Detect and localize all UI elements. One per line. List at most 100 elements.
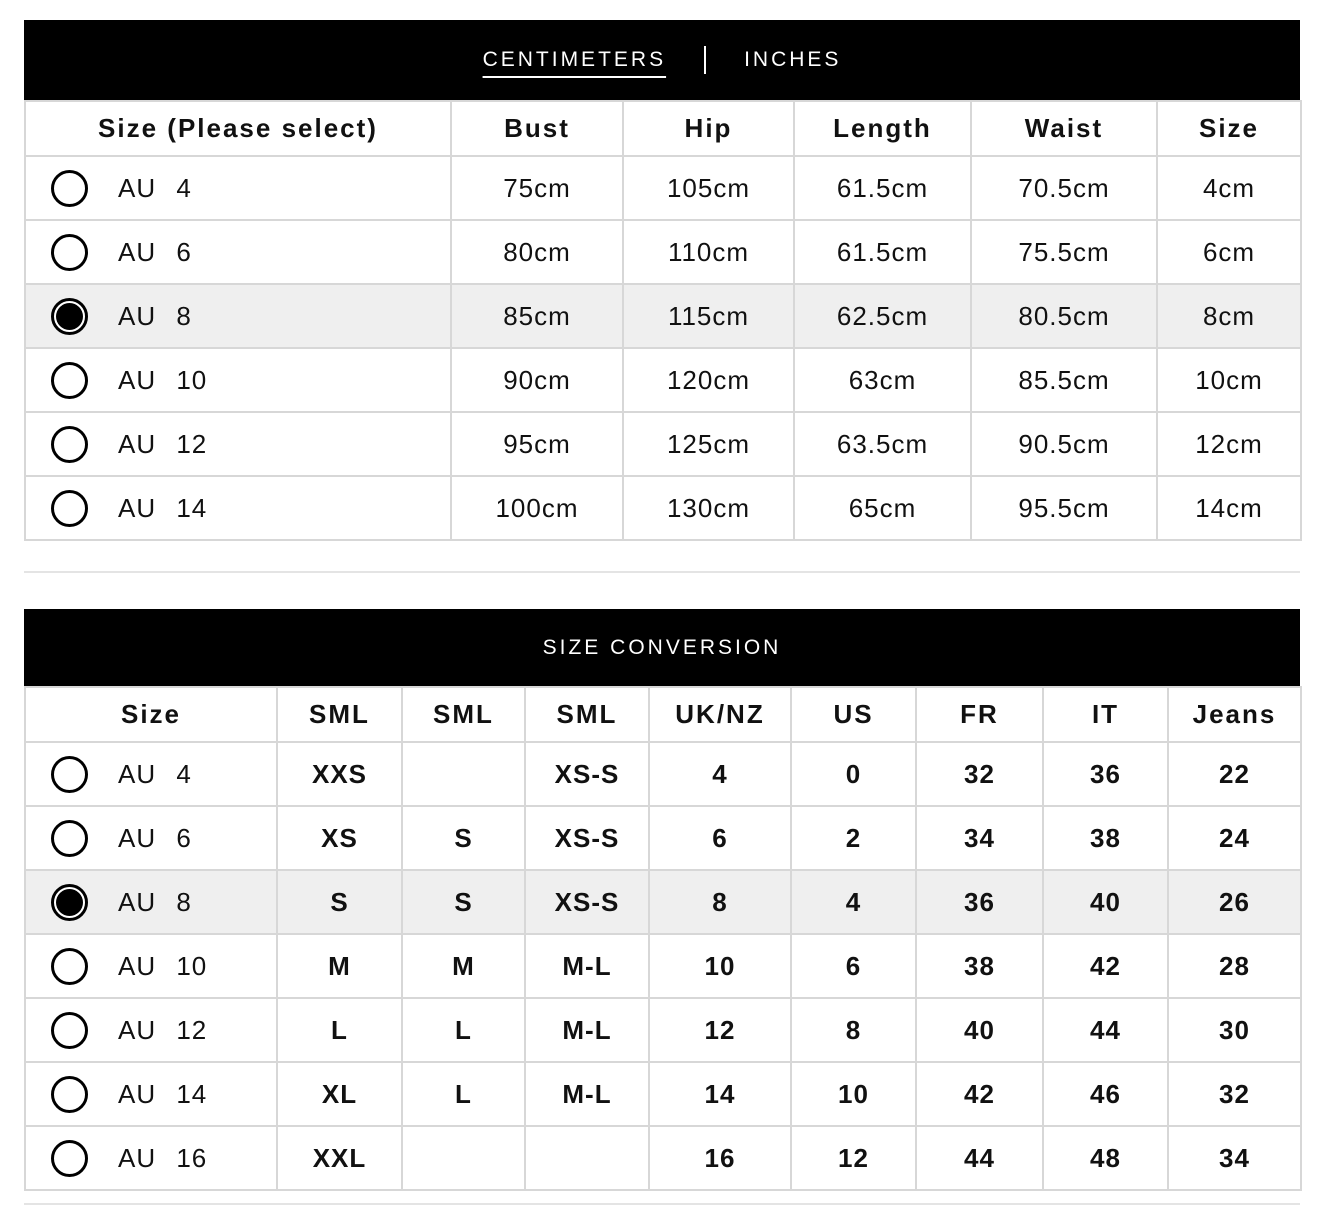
value-cell: 65cm — [793, 475, 972, 541]
value-cell: 110cm — [622, 219, 795, 285]
row-label: AU 12 — [118, 428, 208, 459]
value-cell: 26 — [1167, 869, 1302, 935]
row-label: AU 6 — [118, 822, 192, 853]
radio-au-14[interactable] — [51, 489, 88, 527]
conversion-table: Size SML SML SML UK/NZ US FR IT Jeans AU 4 XXS XS-S… — [24, 686, 1302, 1191]
radio-au-16[interactable] — [51, 1139, 88, 1177]
radio-au-10[interactable] — [51, 361, 88, 399]
value-cell: 16 — [648, 1125, 792, 1191]
column-header: SML — [401, 686, 526, 743]
value-cell: 4 — [648, 741, 792, 807]
value-cell: S — [401, 869, 526, 935]
value-cell: 0 — [790, 741, 917, 807]
unit-toggle-bar: CENTIMETERS INCHES — [24, 20, 1300, 100]
value-cell: 8cm — [1156, 283, 1302, 349]
conversion-title-bar: SIZE CONVERSION — [24, 609, 1300, 686]
radio-au-8[interactable] — [51, 883, 88, 921]
value-cell: XXL — [276, 1125, 403, 1191]
radio-au-6[interactable] — [51, 233, 88, 271]
size-select-cell[interactable]: AU 12 — [24, 411, 452, 477]
value-cell: 100cm — [450, 475, 624, 541]
column-header: Size (Please select) — [24, 100, 452, 157]
size-select-cell[interactable]: AU 8 — [24, 283, 452, 349]
value-cell: 38 — [915, 933, 1044, 999]
value-cell: 36 — [1042, 741, 1169, 807]
value-cell: 8 — [648, 869, 792, 935]
value-cell: 12cm — [1156, 411, 1302, 477]
value-cell: 61.5cm — [793, 219, 972, 285]
value-cell: 95.5cm — [970, 475, 1158, 541]
header-row: Size SML SML SML UK/NZ US FR IT Jeans — [24, 686, 1302, 743]
row-label: AU 14 — [118, 1078, 208, 1109]
radio-au-12[interactable] — [51, 425, 88, 463]
radio-au-14[interactable] — [51, 1075, 88, 1113]
size-select-cell[interactable]: AU 14 — [24, 475, 452, 541]
value-cell: 120cm — [622, 347, 795, 413]
row-label: AU 10 — [118, 364, 208, 395]
tab-inches[interactable]: INCHES — [744, 48, 842, 71]
row-label: AU 4 — [118, 758, 192, 789]
size-select-cell[interactable]: AU 8 — [24, 869, 278, 935]
value-cell: 6cm — [1156, 219, 1302, 285]
tab-separator — [704, 46, 707, 74]
size-select-cell[interactable]: AU 14 — [24, 1061, 278, 1127]
value-cell: XL — [276, 1061, 403, 1127]
table-row: AU 10 90cm 120cm 63cm 85.5cm 10cm — [24, 347, 1302, 413]
size-select-cell[interactable]: AU 10 — [24, 933, 278, 999]
size-select-cell[interactable]: AU 12 — [24, 997, 278, 1063]
size-select-cell[interactable]: AU 6 — [24, 805, 278, 871]
size-select-cell[interactable]: AU 4 — [24, 155, 452, 221]
value-cell: 75.5cm — [970, 219, 1158, 285]
size-select-cell[interactable]: AU 6 — [24, 219, 452, 285]
radio-au-12[interactable] — [51, 1011, 88, 1049]
value-cell: M-L — [524, 997, 650, 1063]
column-header: IT — [1042, 686, 1169, 743]
value-cell: 115cm — [622, 283, 795, 349]
size-select-cell[interactable]: AU 16 — [24, 1125, 278, 1191]
column-header: Jeans — [1167, 686, 1302, 743]
measurement-table: Size (Please select) Bust Hip Length Waist Si… — [24, 100, 1302, 541]
row-label: AU 4 — [118, 172, 192, 203]
value-cell: 34 — [915, 805, 1044, 871]
value-cell: 34 — [1167, 1125, 1302, 1191]
row-label: AU 16 — [118, 1142, 208, 1173]
value-cell: 42 — [1042, 933, 1169, 999]
value-cell: 14cm — [1156, 475, 1302, 541]
radio-au-4[interactable] — [51, 755, 88, 793]
size-select-cell[interactable]: AU 10 — [24, 347, 452, 413]
value-cell: 24 — [1167, 805, 1302, 871]
size-select-cell[interactable]: AU 4 — [24, 741, 278, 807]
value-cell: 130cm — [622, 475, 795, 541]
table-row: AU 4 75cm 105cm 61.5cm 70.5cm 4cm — [24, 155, 1302, 221]
value-cell: 8 — [790, 997, 917, 1063]
row-label: AU 6 — [118, 236, 192, 267]
table-row: AU 6 80cm 110cm 61.5cm 75.5cm 6cm — [24, 219, 1302, 285]
radio-au-4[interactable] — [51, 169, 88, 207]
radio-au-8[interactable] — [51, 297, 88, 335]
row-label: AU 10 — [118, 950, 208, 981]
row-label: AU 8 — [118, 300, 192, 331]
value-cell: 48 — [1042, 1125, 1169, 1191]
row-label: AU 8 — [118, 886, 192, 917]
value-cell: 10cm — [1156, 347, 1302, 413]
panel-bottom-divider — [24, 571, 1300, 573]
value-cell: 42 — [915, 1061, 1044, 1127]
value-cell: 10 — [648, 933, 792, 999]
tab-centimeters[interactable]: CENTIMETERS — [482, 48, 667, 71]
value-cell: 95cm — [450, 411, 624, 477]
radio-au-10[interactable] — [51, 947, 88, 985]
column-header: Waist — [970, 100, 1158, 157]
value-cell — [524, 1125, 650, 1191]
value-cell: 90cm — [450, 347, 624, 413]
column-header: SML — [524, 686, 650, 743]
value-cell: XS — [276, 805, 403, 871]
column-header: Size — [1156, 100, 1302, 157]
row-label: AU 12 — [118, 1014, 208, 1045]
header-row: Size (Please select) Bust Hip Length Waist Si… — [24, 100, 1302, 157]
table-row: AU 10 M M M-L 10 6 38 42 28 — [24, 933, 1302, 999]
value-cell: 4 — [790, 869, 917, 935]
value-cell — [401, 1125, 526, 1191]
radio-au-6[interactable] — [51, 819, 88, 857]
value-cell: 105cm — [622, 155, 795, 221]
